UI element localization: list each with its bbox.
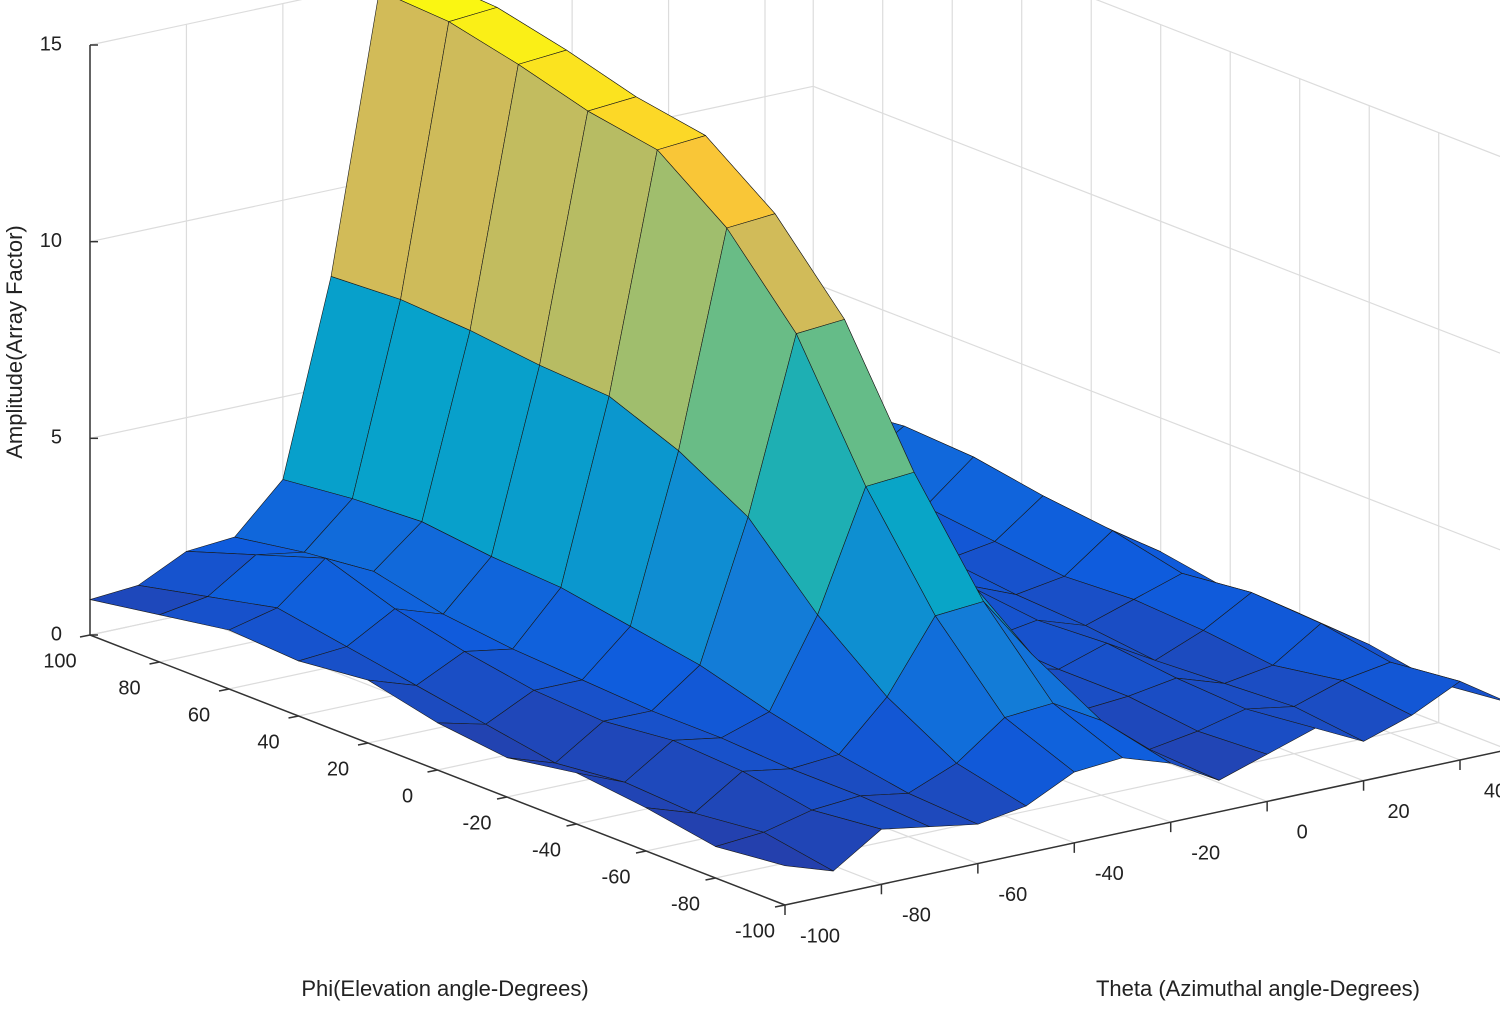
x-tick-label: -20 [1191,842,1220,864]
x-tick-label: -60 [998,884,1027,906]
z-axis-label: Amplitude(Array Factor) [2,225,27,459]
tick [149,661,160,665]
tick [496,796,508,800]
x-tick-label: -40 [1095,863,1124,885]
tick [635,850,647,854]
z-tick-label: 5 [51,427,62,449]
y-tick-label: 100 [43,650,76,672]
z-tick-label: 10 [40,230,62,252]
z-tick-label: 15 [40,33,62,55]
x-tick-label: -100 [800,925,840,947]
y-axis-label: Phi(Elevation angle-Degrees) [301,976,588,1001]
tick [566,823,577,827]
y-tick-label: -40 [532,839,561,861]
grid-line [812,85,1500,354]
grid-line [1095,0,1500,158]
tick [218,688,230,692]
x-tick-label: 0 [1297,822,1308,844]
x-tick-label: 20 [1387,801,1409,823]
tick [774,904,786,908]
x-tick-label: 40 [1484,780,1500,802]
x-axis-label: Theta (Azimuthal angle-Degrees) [1096,976,1420,1001]
y-tick-label: 40 [257,731,279,753]
y-tick-label: 80 [118,677,140,699]
tick [288,715,299,719]
tick [357,742,369,746]
z-tick-label: 0 [51,623,62,645]
tick [79,634,91,638]
y-tick-label: 20 [327,758,349,780]
y-tick-label: -20 [463,812,492,834]
y-tick-label: -80 [671,893,700,915]
y-tick-label: 0 [402,785,413,807]
x-axis [784,750,1500,906]
y-tick-label: -60 [602,866,631,888]
y-tick-label: 60 [188,704,210,726]
tick [705,877,716,881]
surface-patch [715,831,834,872]
x-tick-label: -80 [902,905,931,927]
tick [427,769,438,773]
y-tick-label: -100 [735,920,775,942]
grid-line [89,0,303,46]
